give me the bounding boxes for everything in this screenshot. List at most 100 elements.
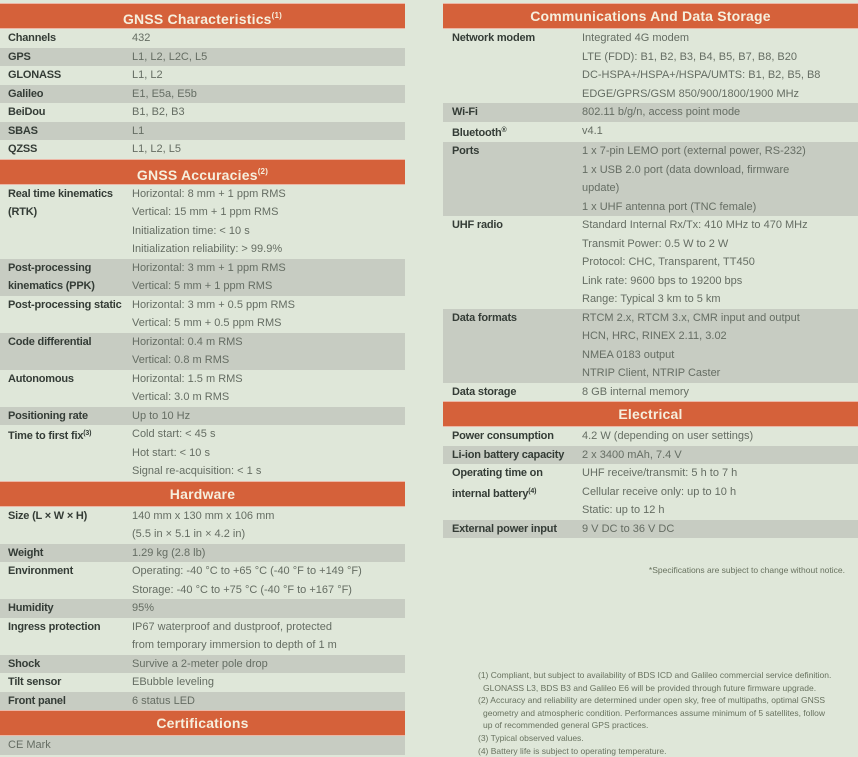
spec-row-external-power-input: External power input 9 V DC to 36 V DC [443,519,858,539]
spec-value: 95% [132,599,405,618]
spec-value-line: Transmit Power: 0.5 W to 2 W [582,237,729,250]
spec-row-power-consumption: Power consumption 4.2 W (depending on use… [443,427,858,446]
spec-value-line: Range: Typical 3 km to 5 km [582,293,721,305]
spec-value: E1, E5a, E5b [132,85,405,104]
spec-value-line: v4.1 [582,124,603,137]
spec-row-ingress-protection: Ingress protection IP67 waterproof and du… [0,618,405,655]
spec-value-line: 1 x USB 2.0 port (data download, firmwar… [582,163,790,176]
spec-row-gps: GPS L1, L2, L2C, L5 [0,47,405,67]
section-header-gnss-characteristics: GNSS Characteristics(1) [0,3,405,29]
spec-value-line: Standard Internal Rx/Tx: 410 MHz to 470 … [582,219,808,231]
spec-row-post-processing-kinematics-ppk: Post-processing kinematics (PPK) Horizont… [0,258,405,296]
spec-label: Tilt sensor [8,676,62,688]
spec-label: Operating time on internal battery(4) [452,467,543,500]
spec-row-li-ion-battery-capacity: Li-ion battery capacity 2 x 3400 mAh, 7.4… [443,445,858,464]
section-title-superscript: (2) [257,166,269,176]
spec-label: Wi-Fi [452,106,478,118]
spec-row-sbas: SBAS L1 [0,121,405,141]
spec-value: Up to 10 Hz [132,407,405,426]
spec-value-line: Link rate: 9600 bps to 19200 bps [582,274,743,287]
section-title: GNSS Characteristics [122,11,272,27]
spec-value-line: 2 x 3400 mAh, 7.4 V [582,448,682,461]
footnote-line: GLONASS L3, BDS B3 and Galileo E6 will b… [483,682,817,693]
spec-value: 4.2 W (depending on user settings) [582,427,858,446]
spec-value: EBubble leveling [132,673,405,692]
spec-value-line: Protocol: CHC, Transparent, TT450 [582,256,755,268]
section-title: Hardware [169,485,236,502]
spec-value-line: Initialization time: < 10 s [132,224,250,237]
spec-row-glonass: GLONASS L1, L2 [0,66,405,85]
spec-value-line: L1, L2 [132,69,163,81]
spec-row-data-storage: Data storage 8 GB internal memory [443,383,858,402]
section-title: Electrical [618,406,683,422]
spec-value-line: 9 V DC to 36 V DC [582,522,675,535]
spec-label: External power input [452,522,557,535]
spec-value-line: Vertical: 5 mm + 0.5 ppm RMS [132,317,282,329]
spec-label: Shock [8,657,41,670]
spec-value-line: Operating: -40 °C to +65 °C (-40 °F to +… [132,565,362,577]
spec-value: L1, L2 [132,66,405,85]
section-header-gnss-accuracies: GNSS Accuracies(2) [0,158,405,185]
spec-row-post-processing-static: Post-processing static Horizontal: 3 mm +… [0,296,405,333]
spec-row-tilt-sensor: Tilt sensor EBubble leveling [0,673,405,692]
spec-row-front-panel: Front panel 6 status LED [0,691,405,710]
spec-value-line: UHF receive/transmit: 5 h to 7 h [582,467,738,479]
spec-value-line: EBubble leveling [132,676,214,688]
spec-value: Horizontal: 1.5 m RMS Vertical: 3.0 m RMS [132,370,405,407]
spec-value-line: 8 GB internal memory [582,385,689,398]
spec-value-line: B1, B2, B3 [132,106,185,118]
spec-value-line: Static: up to 12 h [582,504,665,516]
spec-label: Ingress protection [8,620,101,633]
spec-value: 9 V DC to 36 V DC [582,520,858,539]
spec-value-line: Vertical: 15 mm + 1 ppm RMS [132,206,279,218]
spec-value-line: 1 x 7-pin LEMO port (external power, RS-… [582,145,806,157]
spec-label: Autonomous [8,372,74,385]
spec-label: Channels [8,32,56,44]
section-title: GNSS Accuracies [136,166,258,183]
spec-value-line: 95% [132,602,155,614]
spec-value-line: Horizontal: 8 mm + 1 ppm RMS [132,187,286,200]
section-title-superscript: (1) [271,11,283,20]
left-column: GNSS Characteristics(1) Channels 432 GPS L1,… [0,3,405,757]
section-header-certifications: Certifications [0,710,405,736]
spec-value-line: Vertical: 3.0 m RMS [132,391,230,403]
spec-value-line: 6 status LED [132,694,195,707]
spec-value: L1 [132,122,405,141]
footnotes: (1) Compliant, but subject to availabili… [443,669,858,757]
spec-value: L1, L2, L2C, L5 [132,48,405,67]
spec-value: v4.1 [582,122,858,143]
spec-label: Galileo [8,87,44,100]
spec-value: 140 mm x 130 mm x 106 mm (5.5 in × 5.1 in… [132,507,405,544]
spec-row-size-l-w-h: Size (L × W × H) 140 mm x 130 mm x 106 mm… [0,507,405,544]
spec-value: L1, L2, L5 [132,140,405,159]
spec-row-uhf-radio: UHF radio Standard Internal Rx/Tx: 410 MH… [443,216,858,309]
spec-value: 8 GB internal memory [582,383,858,402]
spec-value: Horizontal: 8 mm + 1 ppm RMS Vertical: 15… [132,185,405,259]
right-column: Communications And Data Storage Network m… [443,3,858,757]
spec-value-line: Horizontal: 3 mm + 1 ppm RMS [132,261,286,274]
footnote-line: (2) Accuracy and reliability are determi… [478,695,826,706]
spec-value-line: Cellular receive only: up to 10 h [582,485,737,498]
section-header-hardware: Hardware [0,480,405,507]
spec-label: Real time kinematics (RTK) [8,187,113,219]
spec-row-autonomous: Autonomous Horizontal: 1.5 m RMS Vertical:… [0,370,405,407]
spec-value: 802.11 b/g/n, access point mode [582,103,858,122]
spec-value-line: Storage: -40 °C to +75 °C (-40 °F to +16… [132,583,352,596]
footnote-4: (4) Battery life is subject to operating… [478,745,852,757]
spec-value-line: Survive a 2-meter pole drop [132,657,268,670]
spec-label: Post-processing static [8,298,122,311]
spec-label: Bluetooth® [452,126,507,139]
spec-label: Size (L × W × H) [8,509,88,522]
spec-value: Horizontal: 3 mm + 1 ppm RMS Vertical: 5 … [132,259,405,296]
spec-value: Cold start: < 45 s Hot start: < 10 s Signa… [132,425,405,481]
spec-value-line: (5.5 in × 5.1 in × 4.2 in) [132,528,246,540]
spec-value-line: E1, E5a, E5b [132,87,197,100]
spec-change-note: *Specifications are subject to change wi… [648,565,845,575]
spec-value-line: 140 mm x 130 mm x 106 mm [132,509,275,522]
spec-row-bluetooth: Bluetooth® v4.1 [443,122,858,143]
footnote-line: geometry and atmospheric condition. Perf… [483,707,826,718]
spec-label: Li-ion battery capacity [452,448,565,461]
spec-value-line: Up to 10 Hz [132,409,191,422]
right-tables: Communications And Data Storage Network m… [443,3,858,538]
